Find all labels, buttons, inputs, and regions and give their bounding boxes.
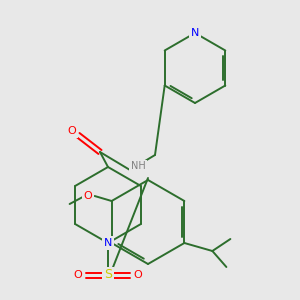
Text: NH: NH xyxy=(130,161,146,171)
Text: S: S xyxy=(104,268,112,281)
Text: O: O xyxy=(83,191,92,201)
Text: N: N xyxy=(191,28,199,38)
Text: O: O xyxy=(74,270,82,280)
Text: O: O xyxy=(134,270,142,280)
Text: N: N xyxy=(104,238,112,248)
Text: O: O xyxy=(68,126,76,136)
